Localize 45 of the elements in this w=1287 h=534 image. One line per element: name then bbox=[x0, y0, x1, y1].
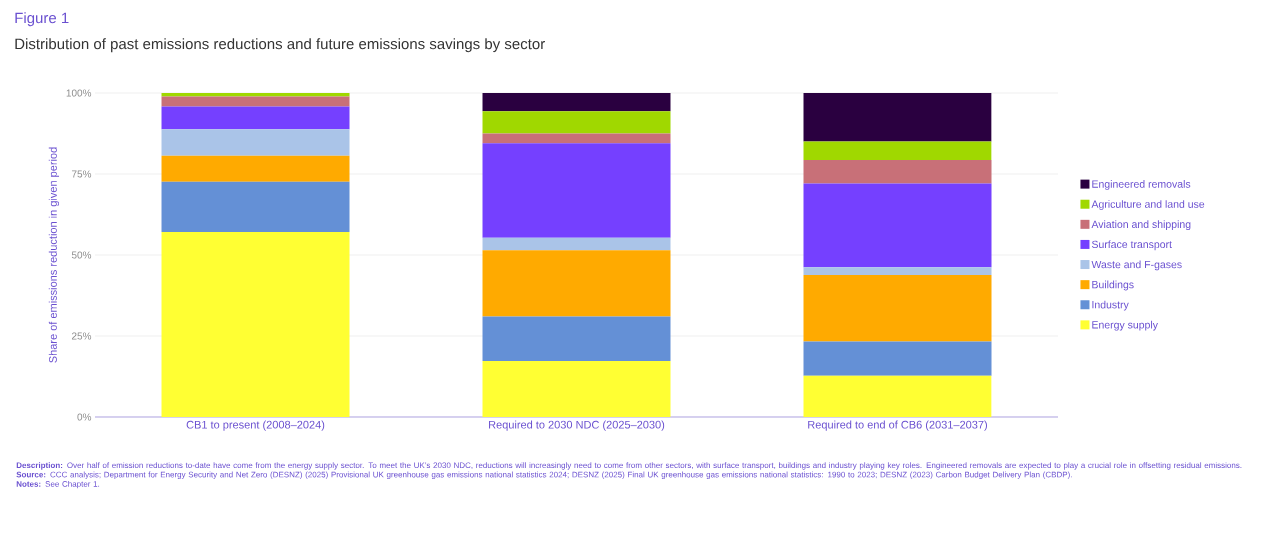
x-tick-label: Required to 2030 NDC (2025–2030) bbox=[489, 420, 665, 431]
legend-label: Agriculture and land use bbox=[1091, 200, 1205, 210]
bar bbox=[161, 231, 350, 417]
text: Description: Over half of emission reductions to-date have come from the energy supply sector. To meet the UK’s 2030 NDC, reductions will increasingly need to come from other sectors, with surface transport, buildings and industry playing key roles. Engineered removals are expected to play a crucial role in offsetting residual emissions. bbox=[16, 462, 1242, 470]
bar bbox=[482, 133, 671, 144]
bar bbox=[161, 181, 350, 232]
bar bbox=[803, 141, 992, 161]
bar bbox=[482, 92, 671, 112]
bar bbox=[482, 237, 671, 251]
x-tick-label: Required to end of CB6 (2031–2037) bbox=[808, 420, 987, 431]
legend-label: Surface transport bbox=[1091, 240, 1172, 251]
y-tick-label: 100% bbox=[66, 89, 92, 97]
legend-label: Buildings bbox=[1092, 280, 1134, 291]
bar bbox=[161, 106, 350, 130]
legend-label: Industry bbox=[1092, 300, 1129, 311]
bar bbox=[803, 160, 992, 184]
y-tick-label: 0% bbox=[77, 413, 92, 421]
bar bbox=[803, 267, 992, 276]
bar bbox=[803, 275, 992, 342]
legend-label: Engineered removals bbox=[1092, 180, 1191, 190]
y-axis-title: Share of emissions reduction in given period bbox=[48, 147, 60, 363]
bar bbox=[482, 250, 671, 317]
legend-label: Aviation and shipping bbox=[1091, 220, 1191, 231]
bar bbox=[161, 129, 350, 156]
legend-label: Energy supply bbox=[1092, 320, 1158, 331]
text: Notes: See Chapter 1. bbox=[16, 480, 100, 489]
y-tick-label: 25% bbox=[71, 332, 92, 340]
y-tick-label: 50% bbox=[71, 251, 92, 259]
bar bbox=[482, 360, 671, 417]
bar bbox=[482, 316, 671, 361]
x-tick-label: CB1 to present (2008–2024) bbox=[186, 420, 325, 431]
chart-title: Figure 1 bbox=[15, 12, 69, 27]
bar bbox=[803, 375, 992, 417]
bar bbox=[482, 143, 671, 238]
chart-subtitle: Distribution of past emissions reductions and future emissions savings by sector bbox=[15, 38, 545, 53]
bar bbox=[803, 92, 992, 142]
bar bbox=[803, 183, 992, 268]
bar bbox=[803, 341, 992, 376]
legend-label: Waste and F-gases bbox=[1091, 260, 1182, 271]
bar bbox=[161, 96, 350, 107]
y-tick-label: 75% bbox=[71, 170, 92, 178]
bar bbox=[161, 92, 350, 97]
bar bbox=[482, 111, 671, 134]
text: Source: CCC analysis; Department for Energy Security and Net Zero (DESNZ) (2025) Provisional UK greenhouse gas emissions national statistics 2024; DESNZ (2025) Final UK greenhouse gas emissions national statistics: 1990 to 2023; DESNZ (2023) Carbon Budget Delivery Plan (CBDP). bbox=[16, 471, 1072, 479]
bar bbox=[161, 155, 350, 182]
